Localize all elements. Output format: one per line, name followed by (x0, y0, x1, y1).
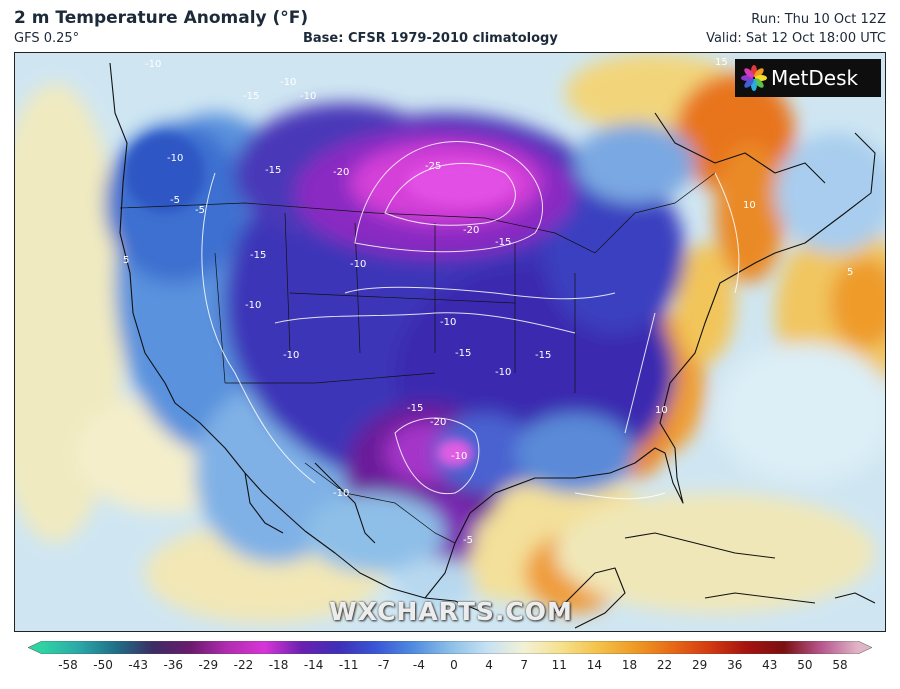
colorbar-tick-label: 58 (832, 658, 848, 672)
colorbar-tick-label: 14 (586, 658, 602, 672)
colorbar-tick-label: -36 (163, 658, 184, 672)
anomaly-core-layer (125, 133, 515, 467)
metdesk-logo: MetDesk (735, 59, 881, 97)
anomaly-map-canvas: -10 -10 -10 -15 -10 -15 -20 -25 -20 -15 … (15, 53, 885, 631)
contour-label: -10 (145, 59, 161, 70)
map-title: 2 m Temperature Anomaly (°F) (14, 8, 309, 28)
colorbar-tick-label: -4 (412, 658, 425, 672)
contour-label: -10 (451, 451, 467, 462)
metdesk-logo-text: MetDesk (771, 66, 859, 90)
contour-label: -20 (430, 417, 446, 428)
contour-label: -20 (463, 225, 479, 236)
contour-label: -10 (440, 317, 456, 328)
colorbar-tick-label: -22 (233, 658, 254, 672)
climatology-base-label: Base: CFSR 1979-2010 climatology (303, 31, 558, 46)
contour-label: -5 (170, 195, 180, 206)
contour-label: -10 (245, 300, 261, 311)
colorbar-tick-label: -7 (377, 658, 390, 672)
colorbar-ticks: -58 -50 -43 -36 -29 -22 -18 -14 -11 -7 -4 0 4 7 11 14 18… (28, 658, 872, 678)
anomaly-colorbar (28, 641, 872, 654)
contour-label: -10 (333, 488, 349, 499)
contour-label: -15 (495, 237, 511, 248)
contour-label: -10 (300, 91, 316, 102)
contour-label: -10 (167, 153, 183, 164)
colorbar-tick-label: 7 (520, 658, 528, 672)
colorbar-tick-label: 11 (551, 658, 567, 672)
colorbar-tick-label: -14 (303, 658, 324, 672)
contour-label: 5 (123, 255, 129, 266)
contour-label: -10 (280, 77, 296, 88)
wxcharts-watermark: WXCHARTS.COM (329, 597, 573, 626)
contour-label: -15 (243, 91, 259, 102)
contour-label: 10 (655, 405, 668, 416)
contour-label: -15 (250, 250, 266, 261)
colorbar-tick-label: 22 (656, 658, 673, 672)
contour-label: -10 (495, 367, 511, 378)
colorbar-tick-label: 43 (762, 658, 778, 672)
contour-label-layer: -10 -10 -10 -15 -10 -15 -20 -25 -20 -15 … (123, 57, 853, 546)
run-time-label: Run: Thu 10 Oct 12Z (751, 12, 886, 27)
contour-label: -25 (425, 161, 441, 172)
contour-label: -10 (350, 259, 366, 270)
colorbar-tick-label: 50 (797, 658, 813, 672)
anomaly-map[interactable]: -10 -10 -10 -15 -10 -15 -20 -25 -20 -15 … (14, 52, 886, 632)
colorbar-tick-label: -29 (198, 658, 219, 672)
colorbar-tick-label: -43 (128, 658, 148, 672)
colorbar-tick-label: -50 (93, 658, 113, 672)
contour-label: -15 (407, 403, 423, 414)
colorbar-tick-label: -11 (338, 658, 359, 672)
contour-label: -10 (283, 350, 299, 361)
colorbar-tick-label: 0 (450, 658, 458, 672)
contour-label: -15 (455, 348, 471, 359)
contour-label: -5 (463, 535, 473, 546)
contour-label: -15 (265, 165, 281, 176)
contour-lines (201, 141, 740, 500)
metdesk-flower-icon (741, 65, 767, 91)
colorbar-tick-label: 4 (485, 658, 493, 672)
colorbar-tick-label: 18 (621, 658, 638, 672)
contour-label: 10 (743, 200, 756, 211)
contour-label: -20 (333, 167, 349, 178)
contour-label: -5 (195, 205, 205, 216)
contour-label: -15 (535, 350, 551, 361)
colorbar-tick-label: -18 (268, 658, 289, 672)
contour-label: 15 (715, 57, 728, 68)
colorbar-tick-label: -58 (58, 658, 78, 672)
model-label: GFS 0.25° (14, 31, 80, 46)
anomaly-fill-layer (15, 53, 885, 623)
valid-time-label: Valid: Sat 12 Oct 18:00 UTC (706, 31, 886, 46)
colorbar-tick-label: 29 (691, 658, 708, 672)
colorbar-tick-label: 36 (727, 658, 743, 672)
contour-label: 5 (847, 267, 853, 278)
